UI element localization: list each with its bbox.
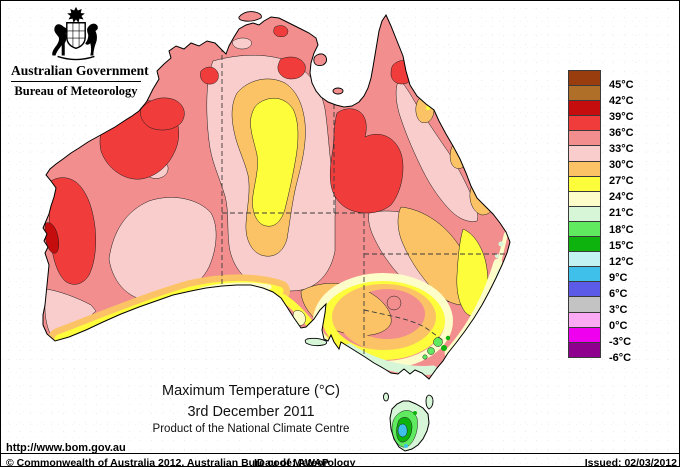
region-qld-coast-orange-1: [415, 97, 435, 123]
groote-eylandt: [313, 53, 328, 67]
mornington-island: [332, 87, 344, 95]
alps-ltgreen-2: [427, 347, 435, 355]
map-title: Maximum Temperature (°C): [162, 383, 340, 399]
government-title: Australian Government: [11, 63, 149, 78]
legend-label: 33°C: [609, 143, 634, 155]
legend-swatch: [568, 341, 601, 358]
legend-swatch: [568, 145, 601, 162]
legend-label: 3°C: [609, 304, 628, 316]
legend-label: 9°C: [609, 271, 628, 284]
alps-ltgreen-3: [422, 354, 428, 360]
legend-label: 45°C: [609, 78, 634, 91]
region-group-alpine-greens: [422, 335, 451, 360]
band-seqld-coast-cream: [496, 232, 508, 269]
map-date: 3rd December 2011: [187, 404, 315, 420]
state-borders: [221, 47, 505, 356]
bureau-title: Bureau of Meteorology: [14, 84, 138, 98]
agency-header: Australian Government Bureau of Meteorol…: [11, 6, 149, 99]
region-cape-york-red: [390, 60, 416, 85]
temperature-legend: 45°C 42°C 39°C 36°C 33°C 30°C 27°C 24°C 21°C 18°C…: [568, 70, 634, 364]
tas-cyan: [397, 423, 408, 438]
tas-green-dot: [413, 411, 417, 415]
footer-divider: [1, 453, 679, 454]
legend-swatch: [568, 326, 601, 343]
legend-label: 6°C: [609, 287, 628, 300]
header-divider: [11, 81, 141, 82]
tasmania-regions: [391, 410, 418, 448]
region-darwin-east-red: [273, 25, 289, 38]
legend-swatch: [568, 205, 601, 222]
issued-text: Issued: 02/03/2012: [584, 457, 677, 467]
map-product: Product of the National Climate Centre: [152, 423, 350, 435]
region-victoria-river-red: [200, 66, 219, 85]
kangaroo-island: [304, 337, 328, 347]
legend-label: 21°C: [609, 207, 634, 220]
map-title-block: Maximum Temperature (°C) 3rd December 20…: [111, 383, 391, 435]
legend-label: -6°C: [609, 352, 632, 365]
legend-label: 39°C: [609, 110, 634, 123]
legend-swatch: [568, 296, 601, 313]
king-island: [383, 392, 389, 402]
legend-swatch: [568, 175, 601, 192]
region-sharkbay-darkred: [44, 222, 60, 254]
legend-label: 42°C: [609, 94, 634, 107]
legend-label: 15°C: [609, 239, 634, 252]
id-code-text: ID code: AWAP: [254, 457, 329, 467]
legend-label: -3°C: [609, 336, 632, 349]
legend-swatch: [568, 311, 601, 328]
region-topend-patch: [232, 37, 252, 50]
legend-swatch: [568, 130, 601, 147]
legend-swatch: [568, 70, 601, 87]
star-icon: [67, 6, 85, 23]
melville-island: [238, 11, 262, 22]
alps-green-2: [445, 335, 451, 341]
footer-bar: © Commonwealth of Australia 2012, Austra…: [1, 455, 679, 467]
flinders-island: [425, 394, 434, 410]
legend-label: 12°C: [609, 255, 634, 268]
legend-label: 36°C: [609, 126, 634, 139]
legend-swatch: [568, 236, 601, 253]
legend-swatch: [568, 281, 601, 298]
legend-swatch: [568, 266, 601, 283]
copyright-text: © Commonwealth of Australia 2012, Austra…: [6, 457, 356, 467]
legend-label: 27°C: [609, 175, 634, 188]
region-vic-pink-spot: [386, 295, 402, 311]
palegreen-dot-2: [495, 254, 499, 258]
legend-label: 30°C: [609, 159, 634, 172]
alps-green-1: [441, 345, 447, 351]
emu-icon: [85, 23, 98, 56]
scroll-banner-icon: [57, 55, 95, 61]
legend-label: 24°C: [609, 191, 634, 204]
legend-swatch: [568, 100, 601, 117]
palegreen-dot-1: [498, 241, 504, 247]
legend-swatch: [568, 160, 601, 177]
legend-swatch: [568, 85, 601, 102]
australian-coat-of-arms-icon: [52, 6, 98, 61]
legend-label: 18°C: [609, 223, 634, 236]
border-nsw-vic: [363, 309, 445, 342]
mainland-coastline: [42, 13, 511, 380]
bom-url: http://www.bom.gov.au: [6, 442, 126, 454]
region-kimberley-red: [140, 97, 185, 131]
tas-cyan-dot: [404, 444, 408, 448]
alps-ltgreen-1: [433, 337, 443, 347]
legend-swatch: [568, 190, 601, 207]
region-arnhem-red: [277, 56, 306, 80]
shield-icon: [66, 22, 86, 50]
region-central-east-red: [329, 108, 404, 214]
legend-swatch: [568, 115, 601, 132]
islands: [238, 11, 434, 410]
region-central-yellow-core: [250, 97, 299, 227]
legend-swatch: [568, 251, 601, 268]
legend-label: 0°C: [609, 320, 628, 333]
legend-swatch: [568, 220, 601, 238]
